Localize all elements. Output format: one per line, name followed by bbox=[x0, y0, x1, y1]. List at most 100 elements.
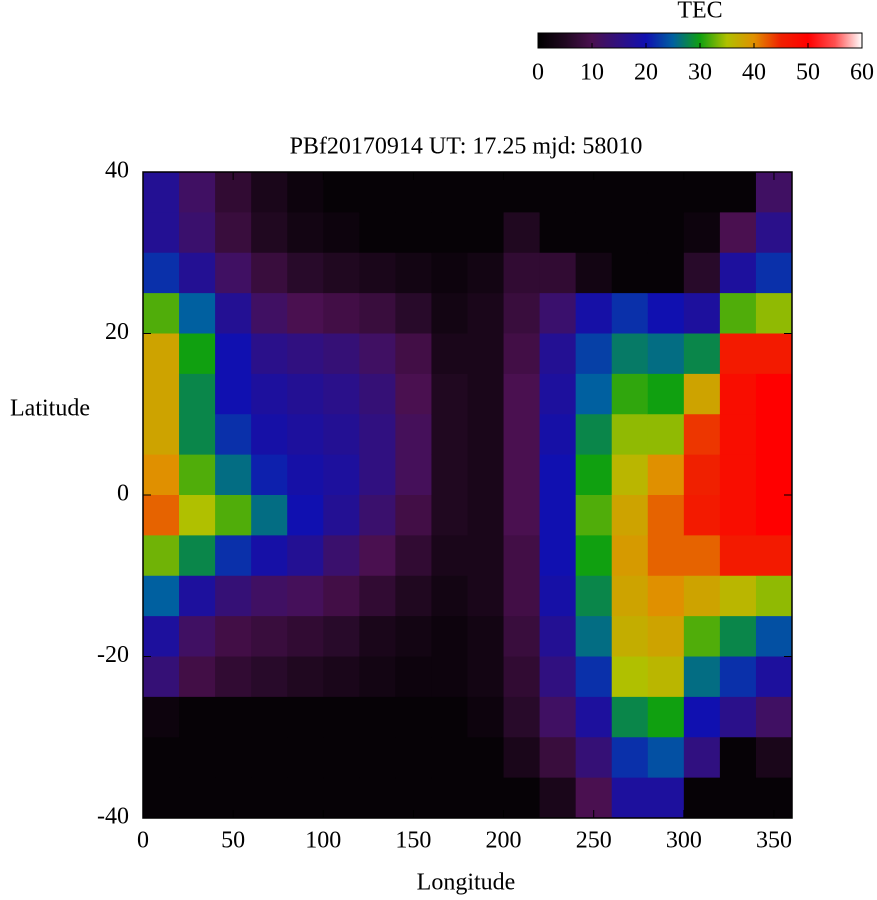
heat-cell bbox=[467, 777, 505, 819]
heat-cell bbox=[359, 212, 396, 254]
heat-cell bbox=[683, 252, 721, 294]
heat-cell bbox=[647, 495, 685, 536]
heat-cell bbox=[467, 373, 505, 415]
heat-cell bbox=[539, 777, 577, 819]
heat-cell bbox=[395, 373, 432, 415]
heat-cell bbox=[647, 172, 685, 213]
chart-title: PBf20170914 UT: 17.25 mjd: 58010 bbox=[290, 134, 643, 160]
heat-cell bbox=[431, 495, 468, 536]
heat-cell bbox=[539, 293, 577, 334]
heat-cell bbox=[647, 535, 685, 577]
heat-cell bbox=[395, 656, 432, 698]
heat-cell bbox=[647, 373, 685, 415]
heat-cell bbox=[431, 656, 468, 698]
heat-cell bbox=[755, 454, 793, 496]
heat-cell bbox=[503, 696, 541, 738]
heat-cell bbox=[683, 373, 721, 415]
heat-cell bbox=[503, 293, 541, 334]
heat-cell bbox=[575, 293, 613, 334]
heat-cell bbox=[359, 293, 396, 334]
heat-cell bbox=[251, 656, 288, 698]
heat-cell bbox=[611, 172, 649, 213]
heat-cell bbox=[179, 737, 216, 779]
heat-cell bbox=[683, 172, 721, 213]
heat-cell bbox=[431, 575, 468, 617]
heat-cell bbox=[755, 696, 793, 738]
heat-cell bbox=[647, 777, 685, 819]
heat-cell bbox=[683, 333, 721, 375]
heat-cell bbox=[539, 212, 577, 254]
heat-cell bbox=[143, 373, 180, 415]
heat-cell bbox=[611, 696, 649, 738]
heat-cell bbox=[683, 575, 721, 617]
y-tick-label: 0 bbox=[117, 481, 129, 507]
heat-cell bbox=[323, 212, 360, 254]
heat-cell bbox=[395, 535, 432, 577]
heat-cell bbox=[647, 737, 685, 779]
y-axis-label: Latitude bbox=[10, 396, 90, 422]
heat-cell bbox=[467, 333, 505, 375]
heat-cell bbox=[719, 454, 757, 496]
heat-cell bbox=[359, 172, 396, 213]
heat-cell bbox=[611, 252, 649, 294]
heat-cell bbox=[719, 333, 757, 375]
heat-cell bbox=[719, 414, 757, 456]
heat-cell bbox=[143, 333, 180, 375]
heat-cell bbox=[755, 656, 793, 698]
heat-cell bbox=[755, 575, 793, 617]
heat-cell bbox=[719, 656, 757, 698]
heat-cell bbox=[431, 777, 468, 819]
heatmap bbox=[143, 172, 793, 819]
heat-cell bbox=[431, 333, 468, 375]
heat-cell bbox=[503, 252, 541, 294]
heat-cell bbox=[215, 373, 252, 415]
heat-cell bbox=[719, 293, 757, 334]
heat-cell bbox=[323, 495, 360, 536]
heat-cell bbox=[467, 616, 505, 657]
y-tick-label: -20 bbox=[97, 642, 129, 668]
heat-cell bbox=[467, 212, 505, 254]
heat-cell bbox=[323, 454, 360, 496]
heat-cell bbox=[251, 414, 288, 456]
heat-cell bbox=[755, 495, 793, 536]
heat-cell bbox=[755, 212, 793, 254]
heat-cell bbox=[575, 535, 613, 577]
heat-cell bbox=[575, 333, 613, 375]
heat-cell bbox=[143, 252, 180, 294]
heat-cell bbox=[251, 333, 288, 375]
heat-cell bbox=[143, 495, 180, 536]
heat-cell bbox=[719, 575, 757, 617]
heat-cell bbox=[179, 252, 216, 294]
heat-cell bbox=[683, 212, 721, 254]
heat-cell bbox=[611, 777, 649, 819]
heat-cell bbox=[143, 414, 180, 456]
heat-cell bbox=[647, 333, 685, 375]
heat-cell bbox=[323, 172, 360, 213]
heat-cell bbox=[287, 172, 324, 213]
heat-cell bbox=[359, 575, 396, 617]
heat-cell bbox=[503, 616, 541, 657]
heat-cell bbox=[143, 293, 180, 334]
heat-cell bbox=[575, 575, 613, 617]
heat-cell bbox=[359, 414, 396, 456]
colorbar-label: TEC bbox=[677, 0, 722, 24]
heat-cell bbox=[611, 535, 649, 577]
heat-cell bbox=[755, 293, 793, 334]
heat-cell bbox=[395, 575, 432, 617]
heat-cell bbox=[251, 616, 288, 657]
heat-cell bbox=[611, 616, 649, 657]
heat-cell bbox=[179, 373, 216, 415]
heat-cell bbox=[611, 293, 649, 334]
heat-cell bbox=[143, 777, 180, 819]
heat-cell bbox=[323, 414, 360, 456]
heat-cell bbox=[467, 172, 505, 213]
heat-cell bbox=[467, 737, 505, 779]
heat-cell bbox=[251, 575, 288, 617]
heat-cell bbox=[719, 777, 757, 819]
heat-cell bbox=[287, 212, 324, 254]
heat-cell bbox=[179, 656, 216, 698]
colorbar-tick-label: 60 bbox=[850, 60, 874, 86]
heat-cell bbox=[719, 737, 757, 779]
heat-cell bbox=[395, 252, 432, 294]
heat-cell bbox=[179, 333, 216, 375]
